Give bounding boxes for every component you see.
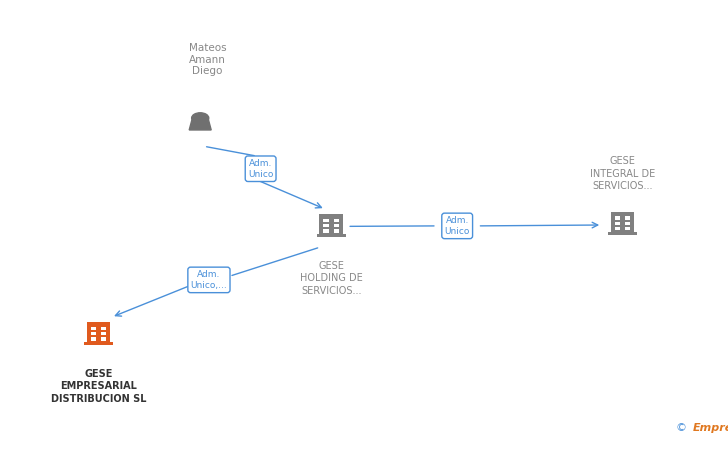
FancyBboxPatch shape	[90, 338, 95, 341]
FancyBboxPatch shape	[101, 338, 106, 341]
FancyBboxPatch shape	[334, 230, 339, 233]
Text: ©: ©	[676, 423, 690, 433]
FancyBboxPatch shape	[625, 227, 630, 230]
FancyBboxPatch shape	[323, 230, 328, 233]
FancyBboxPatch shape	[614, 227, 620, 230]
FancyBboxPatch shape	[101, 332, 106, 335]
Text: GESE
INTEGRAL DE
SERVICIOS...: GESE INTEGRAL DE SERVICIOS...	[590, 157, 655, 191]
FancyBboxPatch shape	[84, 342, 113, 345]
FancyBboxPatch shape	[323, 224, 328, 227]
FancyBboxPatch shape	[323, 219, 328, 222]
FancyBboxPatch shape	[317, 234, 346, 237]
Text: Adm.
Unico: Adm. Unico	[445, 216, 470, 236]
FancyBboxPatch shape	[625, 216, 630, 220]
FancyBboxPatch shape	[625, 222, 630, 225]
Polygon shape	[189, 120, 211, 130]
Text: Mateos
Amann
Diego: Mateos Amann Diego	[189, 43, 226, 76]
FancyBboxPatch shape	[101, 327, 106, 330]
FancyBboxPatch shape	[87, 322, 110, 342]
FancyBboxPatch shape	[90, 332, 95, 335]
FancyBboxPatch shape	[614, 222, 620, 225]
Text: GESE
HOLDING DE
SERVICIOS...: GESE HOLDING DE SERVICIOS...	[300, 261, 363, 296]
FancyBboxPatch shape	[611, 212, 634, 232]
FancyBboxPatch shape	[614, 216, 620, 220]
Circle shape	[191, 113, 209, 123]
FancyBboxPatch shape	[90, 327, 95, 330]
Text: Empresia: Empresia	[693, 423, 728, 433]
FancyBboxPatch shape	[334, 224, 339, 227]
Text: Adm.
Unico,...: Adm. Unico,...	[191, 270, 227, 290]
Text: Adm.
Unico: Adm. Unico	[248, 159, 273, 179]
FancyBboxPatch shape	[334, 219, 339, 222]
FancyBboxPatch shape	[320, 214, 343, 234]
Text: GESE
EMPRESARIAL
DISTRIBUCION SL: GESE EMPRESARIAL DISTRIBUCION SL	[50, 369, 146, 404]
FancyBboxPatch shape	[608, 232, 637, 235]
